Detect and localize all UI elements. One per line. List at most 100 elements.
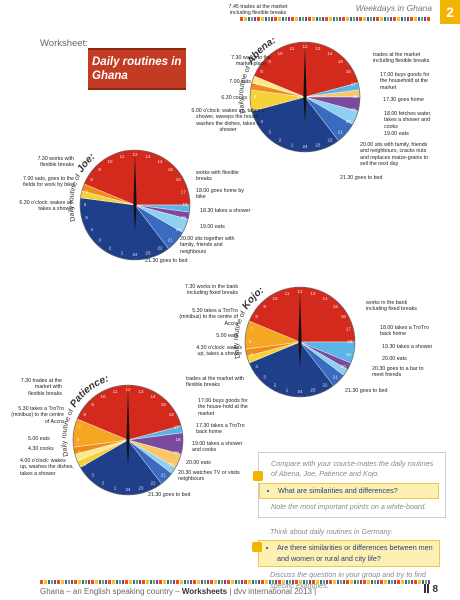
- dial-number: 1: [291, 143, 294, 148]
- dial-number: 24: [297, 389, 303, 394]
- activity-label: trades at the market with flexible break…: [186, 376, 244, 389]
- dial-number: 18: [182, 202, 188, 207]
- dial-number: 23: [315, 143, 321, 148]
- dial-number: 23: [310, 388, 316, 393]
- dial-number: 5: [250, 352, 253, 357]
- activity-label: 7.00 eats, goes to the fields for work b…: [23, 176, 74, 189]
- dial-number: 2: [102, 481, 105, 486]
- dial-number: 17: [174, 424, 180, 429]
- task-box: Think about daily routines in Germany. A…: [252, 524, 446, 590]
- clock-rim: [79, 149, 191, 261]
- dial-number: 16: [341, 314, 347, 319]
- header-stripe: [240, 17, 430, 21]
- activity-label: 4.30 cooks: [28, 446, 54, 452]
- dial-number: 24: [125, 487, 131, 492]
- clock-hand: [303, 46, 307, 123]
- activity-label: trades at the market including flexible …: [373, 52, 430, 65]
- dial-number: 1: [286, 388, 289, 393]
- dial-number: 14: [327, 51, 333, 56]
- dial-number: 3: [91, 473, 94, 478]
- dial-number: 4: [260, 119, 263, 124]
- dial-number: 13: [138, 389, 144, 394]
- activity-label: 5.00 eats: [216, 333, 238, 339]
- dial-number: 16: [346, 69, 352, 74]
- activity-label: 6.30 cooks: [221, 95, 247, 101]
- dial-number: 11: [290, 46, 295, 51]
- dial-number: 10: [100, 394, 106, 399]
- dial-number: 11: [285, 291, 290, 296]
- dial-number: 8: [83, 412, 86, 417]
- dial-number: 17: [181, 189, 187, 194]
- dial-number: 18: [352, 94, 358, 99]
- dial-number: 22: [150, 481, 156, 486]
- dial-number: 3: [263, 375, 266, 380]
- dial-number: 12: [297, 289, 303, 294]
- footer-emphasis: Worksheets: [181, 587, 228, 596]
- activity-label: 7.45 trades at the market including flex…: [228, 4, 288, 17]
- activity-label: 4.00 o'clock: wakes up, washes the dishe…: [20, 458, 74, 477]
- activity-label: 5.30 takes a TroTro (minibus) to the cen…: [179, 308, 238, 327]
- clock-rim: [72, 384, 184, 496]
- activity-label: 17.00 buys goods for the household at th…: [380, 72, 430, 91]
- clock-title-prefix: Daily routine of: [238, 65, 252, 114]
- activity-label: 7.30 trades at the market with flexible …: [20, 378, 62, 397]
- dial-number: 2: [109, 246, 112, 251]
- task-question: What are similarities and differences?: [278, 486, 434, 496]
- dial-number: 10: [272, 296, 278, 301]
- page-tab: 2: [440, 0, 460, 24]
- dial-number: 15: [338, 59, 344, 64]
- activity-label: 20.00 eats: [186, 460, 211, 466]
- activity-label: 19.00 eats: [200, 224, 225, 230]
- dial-number: 9: [91, 402, 94, 407]
- dial-number: 20: [176, 227, 182, 232]
- task-note: Note the most important points on a whit…: [271, 502, 427, 512]
- dial-number: 6: [84, 202, 87, 207]
- dial-number: 12: [125, 387, 131, 392]
- dial-number: 22: [157, 246, 163, 251]
- page-number: 8: [432, 584, 438, 595]
- dial-number: 15: [161, 402, 167, 407]
- footer-text: Ghana – an English speaking country –: [40, 587, 180, 596]
- dial-number: 12: [302, 44, 308, 49]
- dial-number: 9: [98, 167, 101, 172]
- dial-number: 23: [145, 251, 151, 256]
- clock-hand: [298, 291, 302, 368]
- activity-label: 20.00 sits with family, friends and neig…: [360, 142, 429, 167]
- dial-number: 20: [341, 364, 347, 369]
- dial-number: 23: [138, 486, 144, 491]
- clock-rim: [244, 286, 356, 398]
- activity-label: 5.00 o'clock: wakes up, takes a shower, …: [191, 108, 265, 133]
- dial-number: 13: [145, 154, 151, 159]
- activity-label: 7.00 eats: [229, 79, 251, 85]
- dial-number: 24: [302, 144, 308, 149]
- dial-number: 4: [255, 364, 258, 369]
- dial-number: 6: [77, 437, 80, 442]
- footer: Ghana – an English speaking country – Wo…: [40, 587, 316, 596]
- dial-number: 18: [347, 339, 353, 344]
- activity-label: 21.30 goes to bed: [345, 388, 388, 394]
- task-intro: Compare with your course-mates the daily…: [271, 459, 434, 479]
- dial-number: 8: [255, 314, 258, 319]
- page-number-box: 8: [423, 584, 438, 595]
- dial-number: 3: [268, 130, 271, 135]
- footer-stripe: [40, 580, 430, 584]
- dial-number: 10: [277, 51, 283, 56]
- task-note: Discuss the question in your group and t…: [270, 570, 426, 590]
- activity-label: works with flexible breaks: [196, 170, 239, 183]
- task-question: Are there similarities or differences be…: [277, 543, 435, 564]
- dial-number: 17: [346, 326, 352, 331]
- dial-number: 11: [113, 389, 118, 394]
- worksheet-title: Daily routines in Ghana: [88, 48, 186, 90]
- dial-number: 11: [120, 154, 125, 159]
- dial-number: 4: [90, 227, 93, 232]
- task-box: Compare with your course-mates the daily…: [253, 452, 446, 518]
- dial-number: 20: [346, 119, 352, 124]
- worksheet-label: Worksheet:: [40, 38, 88, 49]
- activity-label: 19.30 takes a shower: [382, 344, 433, 350]
- activity-label: 7.30 works with flexible breaks: [37, 156, 74, 169]
- dial-number: 21: [333, 375, 339, 380]
- dial-number: 21: [161, 473, 167, 478]
- dial-number: 6: [254, 94, 257, 99]
- clock-hand: [133, 154, 137, 231]
